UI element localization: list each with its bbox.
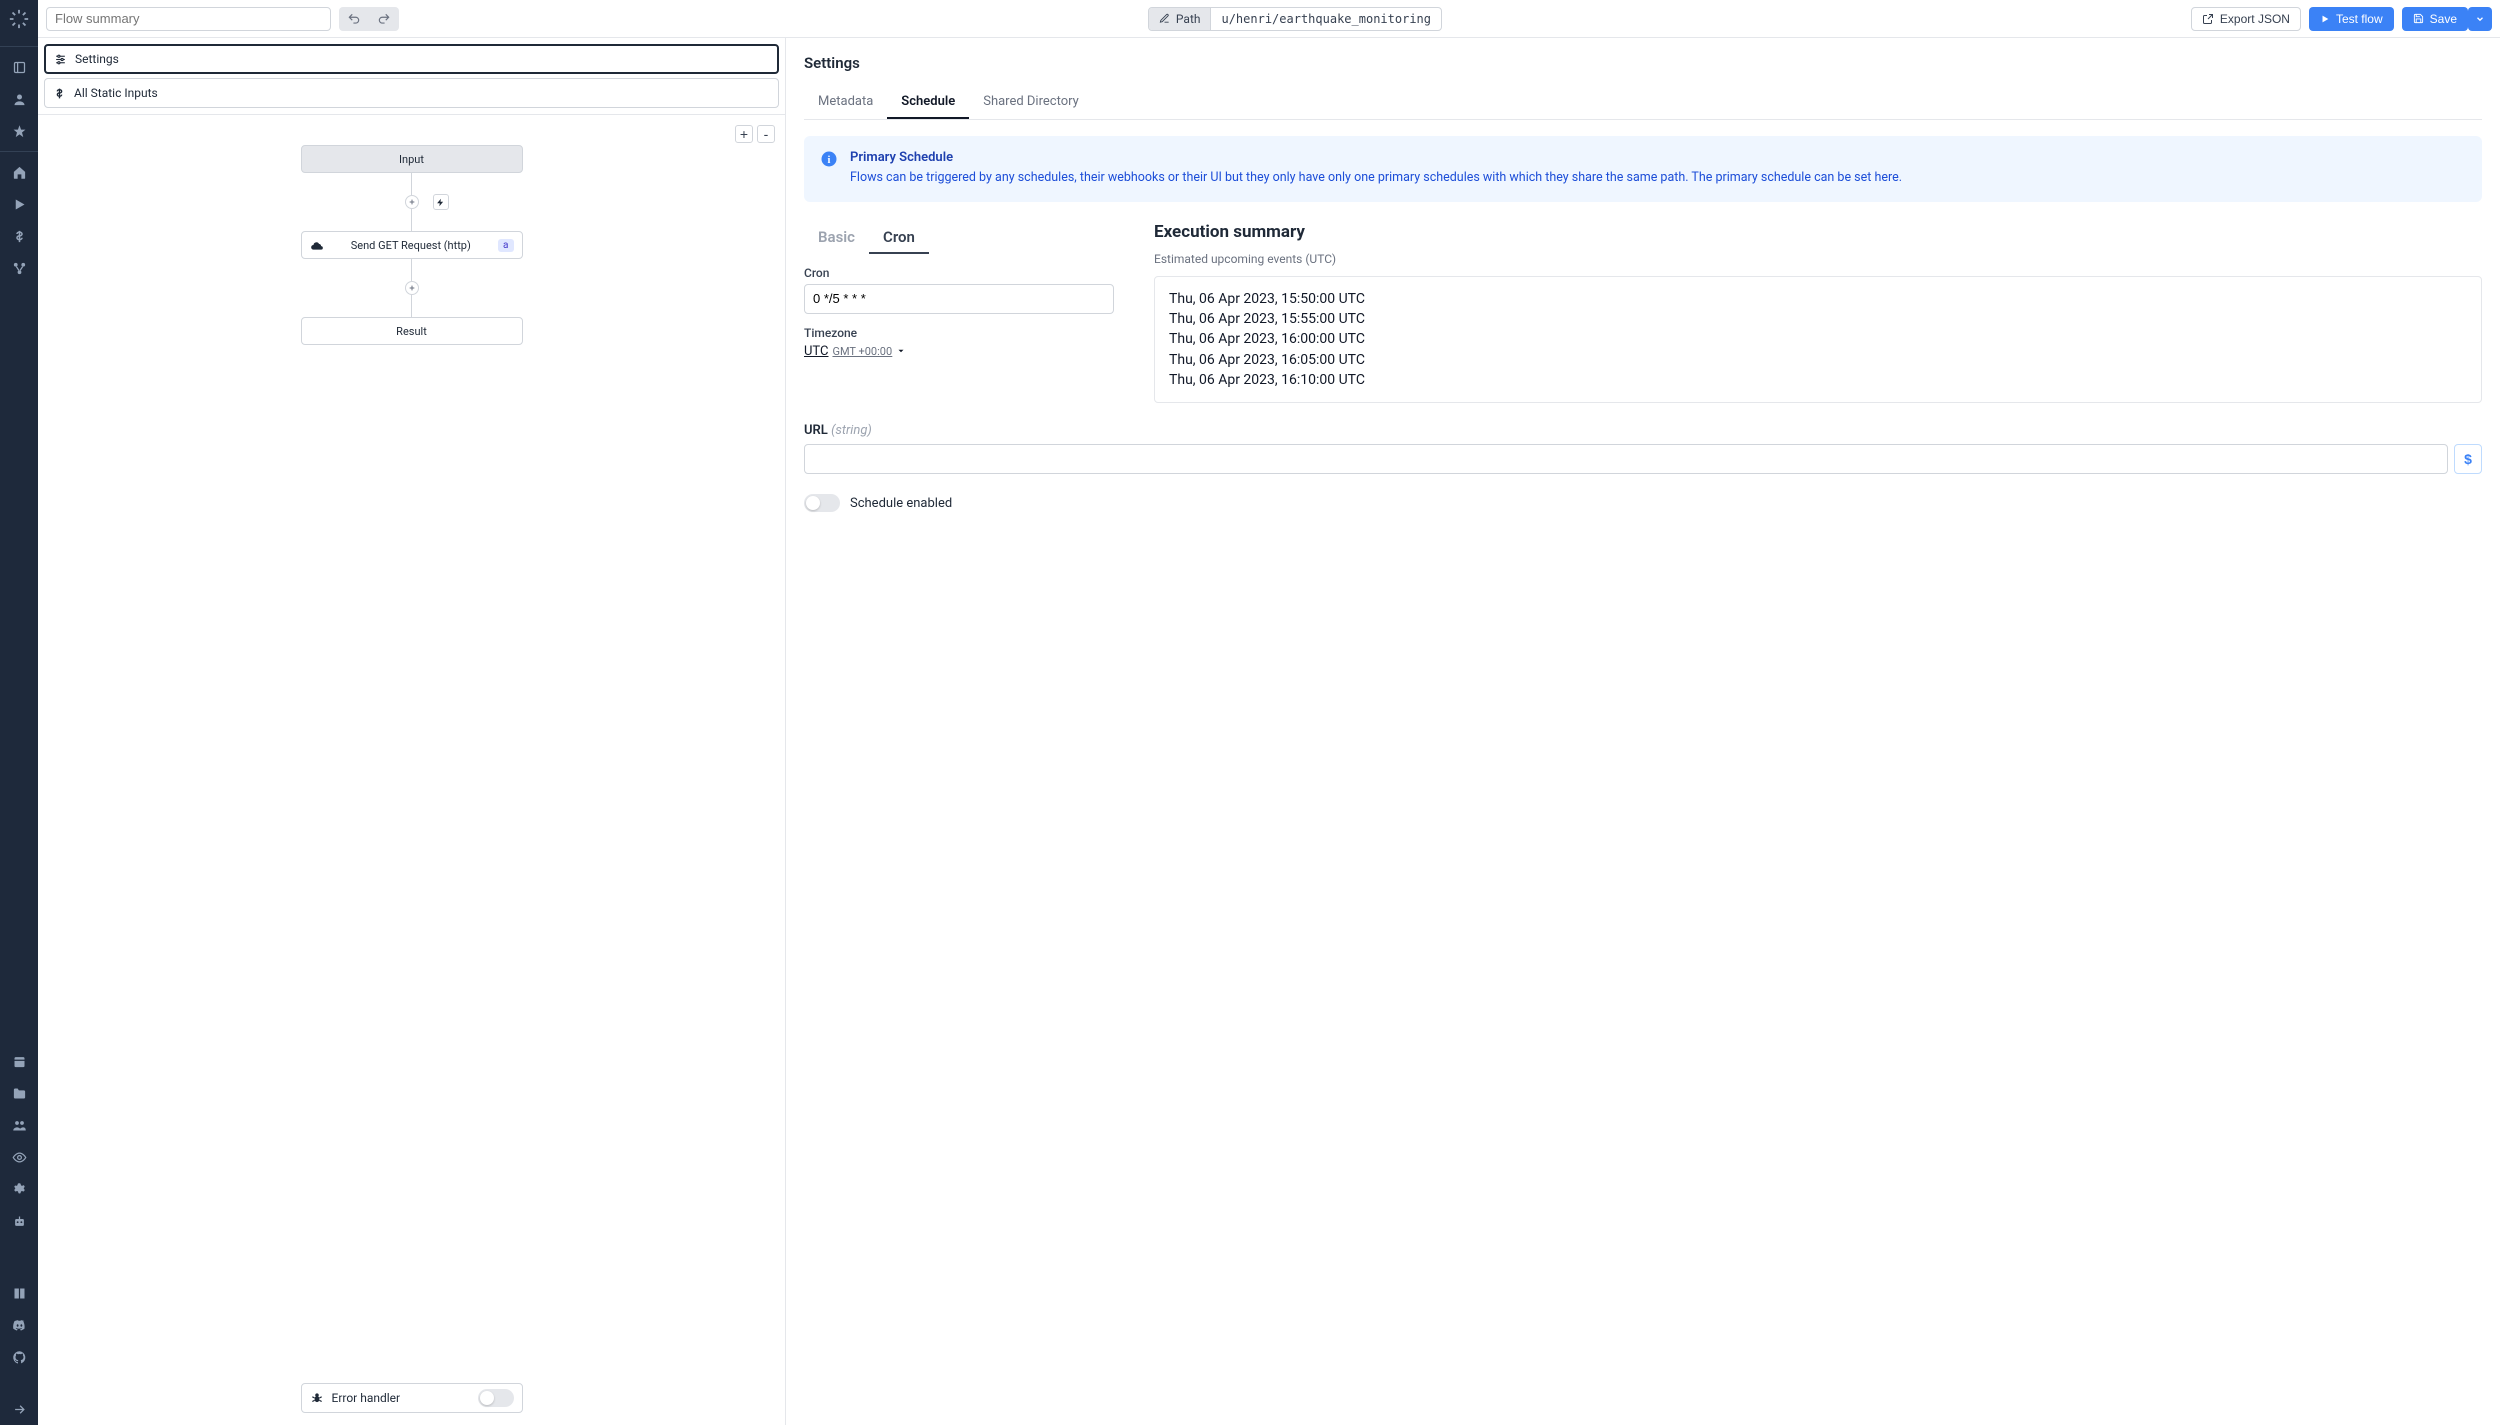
undo-button[interactable] bbox=[339, 7, 369, 31]
sidebar-item-discord[interactable] bbox=[0, 1311, 38, 1339]
sidebar-item-star[interactable] bbox=[0, 117, 38, 145]
sidebar-item-github[interactable] bbox=[0, 1343, 38, 1371]
flow-title-input[interactable] bbox=[46, 7, 331, 31]
sidebar-item-play[interactable] bbox=[0, 190, 38, 218]
flow-node-step[interactable]: Send GET Request (http) a bbox=[301, 231, 523, 259]
execution-event: Thu, 06 Apr 2023, 16:05:00 UTC bbox=[1169, 350, 2467, 370]
app-logo-icon bbox=[8, 8, 30, 30]
cron-label: Cron bbox=[804, 266, 1114, 280]
url-input[interactable] bbox=[804, 444, 2448, 474]
sidebar-item-eye[interactable] bbox=[0, 1143, 38, 1171]
sidebar-item-book[interactable] bbox=[0, 1279, 38, 1307]
sidebar-item-team[interactable] bbox=[0, 1111, 38, 1139]
execution-summary-subtitle: Estimated upcoming events (UTC) bbox=[1154, 252, 2482, 266]
flow-canvas[interactable]: + - Input bbox=[38, 115, 785, 1425]
sidebar-item-settings[interactable] bbox=[0, 1175, 38, 1203]
svg-text:i: i bbox=[828, 155, 831, 166]
timezone-selector[interactable]: UTC GMT +00:00 bbox=[804, 344, 906, 359]
url-variable-button[interactable]: $ bbox=[2454, 444, 2482, 474]
info-box: i Primary Schedule Flows can be triggere… bbox=[804, 136, 2482, 202]
settings-tabs: Metadata Schedule Shared Directory bbox=[804, 86, 2482, 120]
topbar: Path u/henri/earthquake_monitoring Expor… bbox=[38, 0, 2500, 38]
trigger-button[interactable] bbox=[433, 194, 449, 210]
zoom-out-button[interactable]: - bbox=[757, 125, 775, 143]
settings-panel: Settings Metadata Schedule Shared Direct… bbox=[786, 38, 2500, 1425]
export-json-button[interactable]: Export JSON bbox=[2191, 7, 2301, 31]
schedule-enabled-label: Schedule enabled bbox=[850, 496, 952, 511]
execution-event: Thu, 06 Apr 2023, 15:55:00 UTC bbox=[1169, 309, 2467, 329]
schedule-enabled-toggle[interactable] bbox=[804, 494, 840, 512]
save-button[interactable]: Save bbox=[2402, 7, 2468, 31]
tab-metadata[interactable]: Metadata bbox=[804, 86, 887, 119]
sidebar-item-user[interactable] bbox=[0, 85, 38, 113]
sidebar-item-home[interactable] bbox=[0, 158, 38, 186]
tab-shared-directory[interactable]: Shared Directory bbox=[969, 86, 1093, 119]
static-inputs-header-label: All Static Inputs bbox=[74, 86, 158, 100]
error-handler-node[interactable]: Error handler bbox=[301, 1383, 523, 1413]
flow-node-result[interactable]: Result bbox=[301, 317, 523, 345]
subtab-basic[interactable]: Basic bbox=[804, 222, 869, 254]
save-dropdown-button[interactable] bbox=[2468, 7, 2492, 31]
settings-header-row[interactable]: Settings bbox=[44, 44, 779, 74]
subtab-cron[interactable]: Cron bbox=[869, 222, 929, 254]
settings-title: Settings bbox=[804, 54, 2482, 72]
sidebar bbox=[0, 0, 38, 1425]
execution-events-list: Thu, 06 Apr 2023, 15:50:00 UTC Thu, 06 A… bbox=[1154, 276, 2482, 403]
add-step-button-2[interactable] bbox=[405, 281, 419, 295]
sidebar-item-runs[interactable] bbox=[0, 53, 38, 81]
test-flow-button[interactable]: Test flow bbox=[2309, 7, 2394, 31]
tab-schedule[interactable]: Schedule bbox=[887, 86, 969, 119]
flow-node-step-badge: a bbox=[498, 239, 513, 252]
info-icon: i bbox=[820, 150, 838, 168]
cron-input[interactable] bbox=[804, 284, 1114, 314]
sidebar-item-calendar[interactable] bbox=[0, 1047, 38, 1075]
chevron-down-icon bbox=[896, 346, 906, 356]
sidebar-item-folder[interactable] bbox=[0, 1079, 38, 1107]
info-title: Primary Schedule bbox=[850, 150, 1902, 165]
execution-event: Thu, 06 Apr 2023, 15:50:00 UTC bbox=[1169, 289, 2467, 309]
sidebar-item-dollar[interactable] bbox=[0, 222, 38, 250]
timezone-label: Timezone bbox=[804, 326, 1114, 340]
error-handler-label: Error handler bbox=[332, 1391, 401, 1405]
path-value: u/henri/earthquake_monitoring bbox=[1211, 12, 1441, 26]
flow-node-input[interactable]: Input bbox=[301, 145, 523, 173]
path-group[interactable]: Path u/henri/earthquake_monitoring bbox=[1148, 7, 1442, 31]
sidebar-item-expand[interactable] bbox=[0, 1395, 38, 1423]
static-inputs-header-row[interactable]: All Static Inputs bbox=[44, 78, 779, 108]
execution-event: Thu, 06 Apr 2023, 16:10:00 UTC bbox=[1169, 370, 2467, 390]
flow-canvas-panel: Settings All Static Inputs + - Input bbox=[38, 38, 786, 1425]
zoom-in-button[interactable]: + bbox=[735, 125, 753, 143]
info-body: Flows can be triggered by any schedules,… bbox=[850, 169, 1902, 188]
bug-icon bbox=[310, 1391, 324, 1405]
settings-header-label: Settings bbox=[75, 52, 119, 66]
error-handler-toggle[interactable] bbox=[478, 1389, 514, 1407]
flow-node-step-label: Send GET Request (http) bbox=[332, 239, 491, 252]
execution-event: Thu, 06 Apr 2023, 16:00:00 UTC bbox=[1169, 329, 2467, 349]
sidebar-item-flows[interactable] bbox=[0, 254, 38, 282]
path-label: Path bbox=[1149, 8, 1212, 30]
url-label: URL (string) bbox=[804, 423, 872, 438]
redo-button[interactable] bbox=[369, 7, 399, 31]
execution-summary-title: Execution summary bbox=[1154, 222, 2482, 242]
sidebar-item-bot[interactable] bbox=[0, 1207, 38, 1235]
cloud-icon bbox=[310, 240, 324, 250]
add-step-button[interactable] bbox=[405, 195, 419, 209]
